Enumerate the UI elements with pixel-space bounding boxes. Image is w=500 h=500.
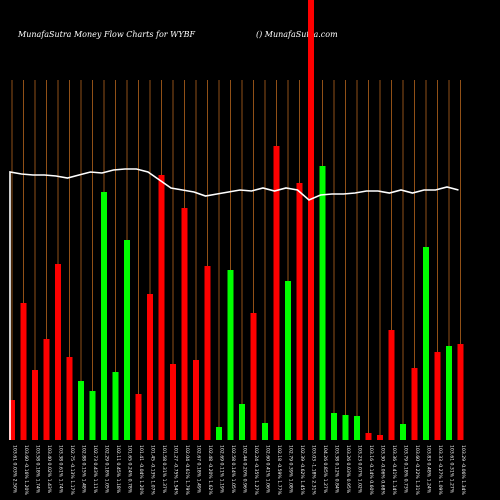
bar — [365, 433, 372, 440]
bar — [331, 413, 337, 440]
bar — [43, 339, 50, 440]
bar — [377, 435, 383, 440]
x-tick-label: 102.18 -0.59% 1.77% — [276, 445, 282, 495]
x-tick-label: 103.79 0.18% 0.73% — [403, 445, 409, 494]
bar — [285, 281, 291, 440]
x-tick-label: 103.58 0.18% 1.74% — [35, 445, 41, 494]
bar — [20, 303, 27, 440]
x-tick-label: 103.40 0.02% 1.43% — [46, 445, 52, 494]
x-tick-label: 103.26 0.03% 0.95% — [345, 445, 351, 494]
bar — [124, 240, 130, 440]
bar — [89, 391, 96, 440]
bar — [181, 208, 188, 440]
bar — [308, 0, 314, 440]
x-tick-label: 102.75 -0.13% 1.17% — [69, 445, 75, 495]
x-tick-label: 103.23 0.07% 1.02% — [357, 445, 363, 494]
x-tick-label: 103.60 -0.16% 1.20% — [23, 445, 29, 495]
x-tick-label: 103.29 -0.06% 1.34% — [460, 445, 466, 495]
bar — [434, 352, 441, 440]
x-tick-label: 102.58 0.14% 1.05% — [230, 445, 236, 494]
bar — [55, 264, 61, 440]
bar — [273, 146, 280, 440]
x-tick-label: 102.60 0.41% 1.06% — [265, 445, 271, 494]
chart-subtitle: () MunafaSutra.com — [256, 30, 338, 39]
bar — [112, 372, 119, 440]
x-tick-label: 103.30 -0.06% 0.68% — [380, 445, 386, 495]
bar — [170, 364, 176, 440]
bar — [457, 344, 464, 440]
bar — [204, 266, 211, 440]
x-tick-label: 103.36 -0.41% 1.14% — [391, 445, 397, 495]
x-tick-label: 102.29 0.18% 1.05% — [104, 445, 110, 494]
x-tick-label: 102.39 -0.62% 1.45% — [299, 445, 305, 495]
x-tick-label: 101.65 0.24% 0.78% — [127, 445, 133, 494]
bar — [262, 423, 268, 440]
bar — [239, 404, 245, 440]
bar — [250, 313, 257, 440]
bar — [216, 427, 222, 440]
bar — [78, 381, 84, 440]
bar — [101, 192, 107, 440]
x-tick-label: 103.60 -0.22% 1.31% — [414, 445, 420, 495]
x-tick-label: 102.04 -0.61% 1.79% — [184, 445, 190, 495]
bar — [400, 424, 406, 440]
x-tick-label: 101.45 -0.13% 1.07% — [150, 445, 156, 495]
x-tick-label: 104.26 0.85% 1.27% — [322, 445, 328, 494]
x-tick-label: 102.24 -0.35% 1.27% — [253, 445, 259, 495]
x-tick-label: 102.73 0.43% 1.11% — [92, 445, 98, 494]
bar — [354, 416, 360, 440]
x-tick-label: 103.16 -0.14% 0.60% — [368, 445, 374, 495]
x-tick-label: 103.83 0.48% 1.24% — [426, 445, 432, 494]
bar — [32, 370, 38, 440]
bar — [66, 357, 73, 440]
bar — [193, 360, 199, 440]
x-tick-label: 102.44 0.20% 0.96% — [242, 445, 248, 494]
bar — [342, 415, 349, 440]
x-tick-label: 103.38 0.12% 0.84% — [334, 445, 340, 494]
x-tick-label: 101.27 -0.75% 1.54% — [173, 445, 179, 495]
x-tick-label: 101.41 -0.04% 1.20% — [138, 445, 144, 495]
x-tick-label: 101.58 0.31% 1.37% — [161, 445, 167, 494]
bar — [147, 294, 153, 440]
bar — [446, 346, 452, 440]
bar — [9, 400, 15, 440]
x-tick-label: 102.67 0.18% 1.49% — [196, 445, 202, 494]
x-tick-label: 103.38 0.61% 1.74% — [58, 445, 64, 494]
bar — [135, 394, 142, 440]
x-tick-label: 103.61 0.03% 2.50% — [12, 445, 18, 494]
x-tick-label: 102.48 -0.20% 1.62% — [207, 445, 213, 495]
x-tick-label: 103.03 -1.18% 2.31% — [311, 445, 317, 495]
x-tick-label: 102.11 0.45% 1.18% — [115, 445, 121, 494]
chart-title: MunafaSutra Money Flow Charts for WYBF — [17, 30, 196, 39]
x-tick-label: 102.79 0.39% 1.08% — [288, 445, 294, 494]
bar — [388, 330, 395, 440]
x-tick-label: 103.61 0.31% 1.27% — [449, 445, 455, 494]
bar — [227, 270, 234, 440]
x-tick-label: 102.88 0.15% 1.48% — [81, 445, 87, 494]
bar — [296, 183, 303, 440]
bar — [319, 166, 326, 440]
x-tick-label: 102.69 0.11% 1.19% — [219, 445, 225, 494]
bar — [423, 247, 429, 440]
money-flow-line — [9, 168, 459, 440]
x-tick-label: 103.33 -0.27% 1.09% — [437, 445, 443, 495]
bar — [158, 175, 165, 440]
bar — [411, 368, 418, 440]
